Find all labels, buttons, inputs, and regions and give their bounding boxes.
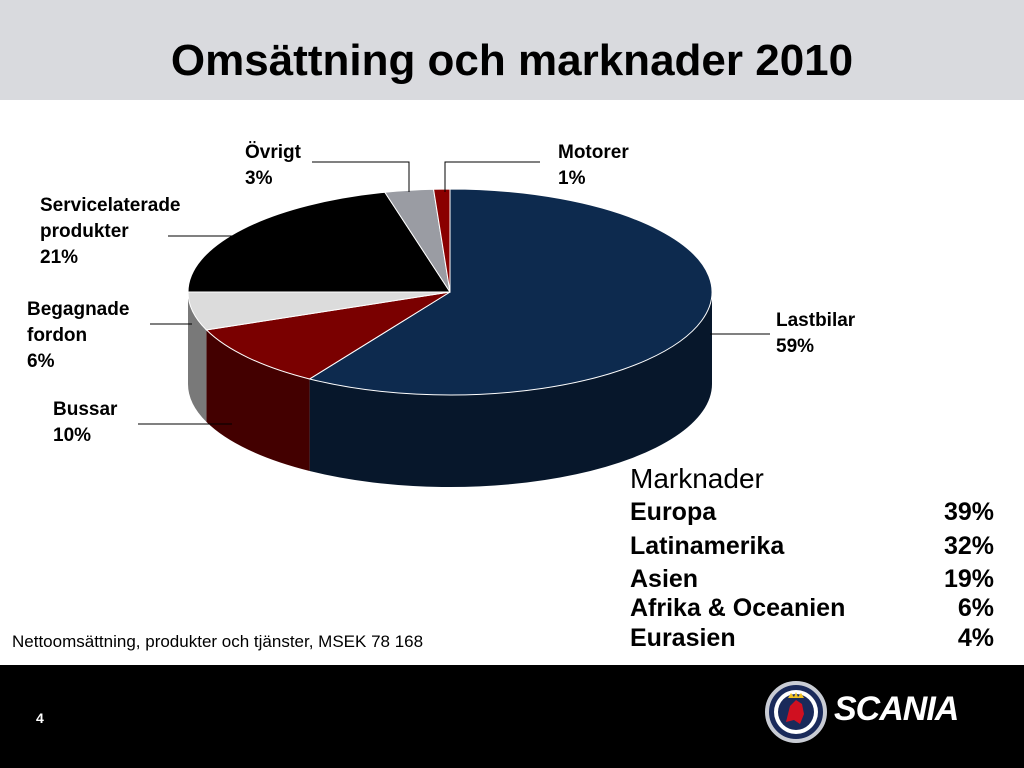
title-bar bbox=[0, 0, 1024, 100]
slice-label: Begagnade fordon 6% bbox=[27, 299, 129, 372]
slice-label: Lastbilar 59% bbox=[776, 310, 856, 357]
market-name: Latinamerika bbox=[630, 532, 785, 560]
market-row: Latinamerika 32% bbox=[630, 531, 994, 561]
market-value: 39% bbox=[943, 498, 994, 526]
leader-line bbox=[444, 161, 540, 192]
market-value: 19% bbox=[943, 565, 994, 593]
pie-side-wall bbox=[206, 329, 310, 471]
market-name: Asien bbox=[630, 565, 699, 593]
pie-side-wall bbox=[309, 292, 712, 487]
market-row: Europa 39% bbox=[630, 497, 994, 527]
market-row: Asien 19% bbox=[630, 564, 994, 594]
market-value: 6% bbox=[957, 594, 994, 622]
market-value: 32% bbox=[943, 532, 994, 560]
page-number: 4 bbox=[36, 710, 44, 726]
pie-labels: Lastbilar 59% Bussar 10% Begagnade fordon 6% Se… bbox=[27, 142, 856, 446]
slice-label: Servicelaterade produkter 21% bbox=[40, 195, 181, 268]
pie-leader-lines bbox=[138, 161, 770, 425]
market-value: 4% bbox=[957, 624, 994, 652]
markets-title: Marknader bbox=[630, 463, 764, 494]
market-row: Afrika & Oceanien 6% bbox=[630, 593, 994, 623]
slice-label: Bussar 10% bbox=[53, 399, 118, 446]
market-row: Eurasien 4% bbox=[630, 623, 994, 653]
pie-slice bbox=[205, 291, 451, 380]
brand-wordmark: SCANIA bbox=[834, 690, 959, 728]
pie-chart: Lastbilar 59% Bussar 10% Begagnade fordon 6% Se… bbox=[27, 142, 856, 487]
market-name: Afrika & Oceanien bbox=[630, 594, 846, 622]
pie-slice bbox=[432, 188, 451, 293]
footer-bar bbox=[0, 665, 1024, 768]
slice-label: Motorer 1% bbox=[558, 142, 629, 189]
market-name: Europa bbox=[630, 498, 717, 526]
page-title: Omsättning och marknader 2010 bbox=[170, 36, 854, 85]
pie-slice bbox=[308, 188, 713, 396]
slice-label: Övrigt 3% bbox=[245, 142, 302, 189]
scania-griffin-logo-icon bbox=[764, 680, 828, 749]
footnote: Nettoomsättning, produkter och tjänster,… bbox=[12, 632, 424, 651]
market-name: Eurasien bbox=[630, 624, 736, 652]
pie-tops bbox=[187, 188, 713, 396]
pie-slice bbox=[187, 191, 451, 293]
pie-sides bbox=[188, 292, 712, 487]
leader-line bbox=[312, 161, 410, 192]
markets-panel: Marknader Europa 39% Latinamerika 32% Asien 1… bbox=[630, 462, 994, 652]
pie-side-wall bbox=[188, 292, 207, 422]
